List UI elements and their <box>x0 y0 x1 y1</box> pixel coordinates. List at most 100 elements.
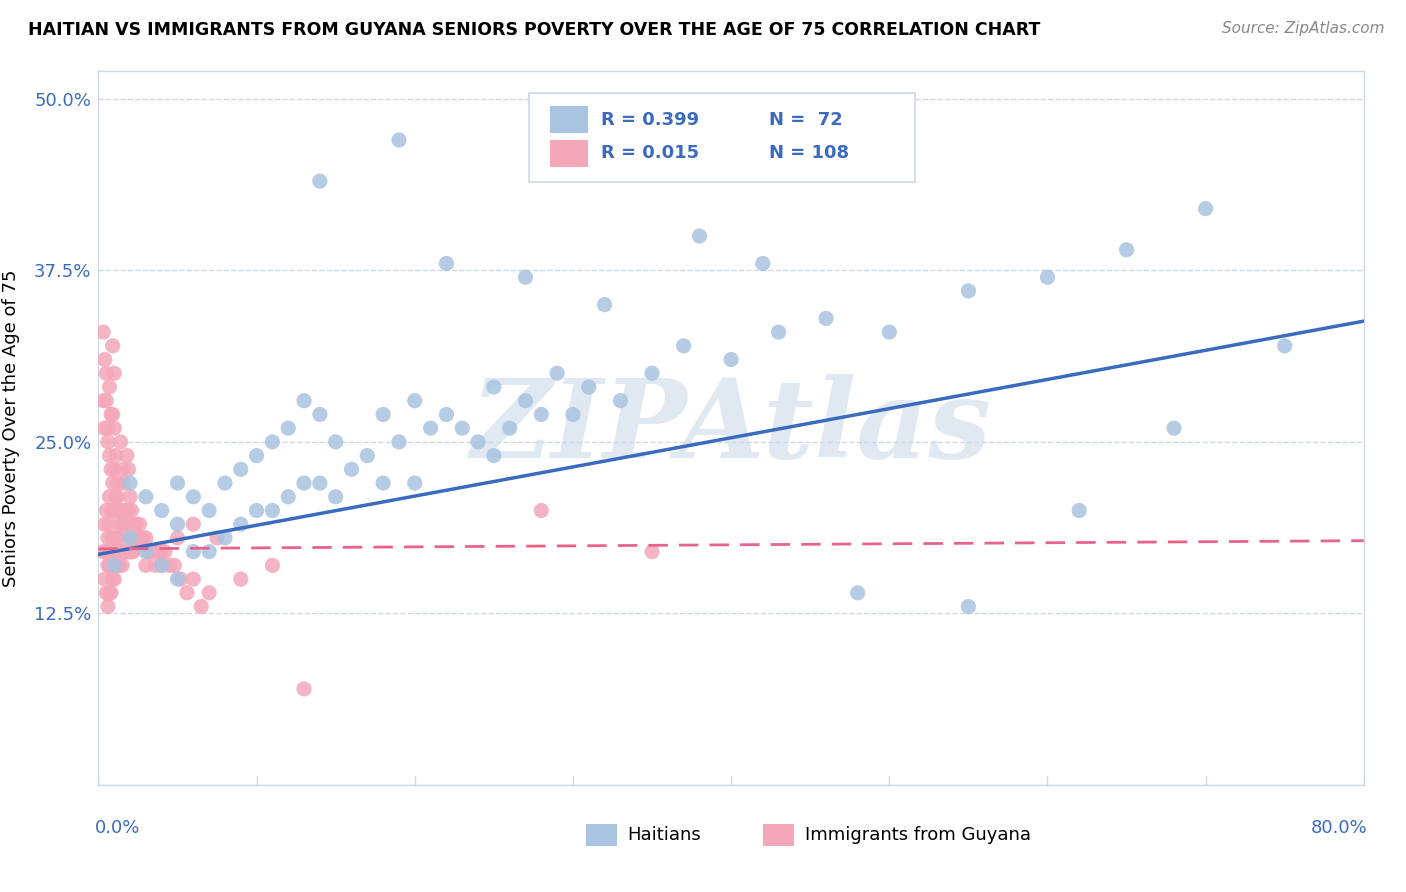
Point <box>530 503 553 517</box>
Point <box>145 558 166 573</box>
Point <box>371 476 394 491</box>
Point <box>98 558 121 573</box>
Point <box>98 380 121 394</box>
Point <box>97 558 120 573</box>
Point <box>107 558 129 573</box>
Point <box>546 366 568 380</box>
Point <box>356 449 378 463</box>
Point <box>104 558 127 573</box>
Text: N = 108: N = 108 <box>769 145 849 162</box>
Point <box>110 544 132 558</box>
Text: N =  72: N = 72 <box>769 111 842 128</box>
Point <box>1036 270 1059 285</box>
Point <box>107 531 129 545</box>
Point <box>957 284 980 298</box>
Point <box>163 558 186 573</box>
Point <box>103 558 125 573</box>
Point <box>183 544 205 558</box>
FancyBboxPatch shape <box>762 824 794 846</box>
Point <box>150 558 173 573</box>
Point <box>100 586 122 600</box>
Point <box>98 586 121 600</box>
Point <box>515 393 537 408</box>
Text: R = 0.399: R = 0.399 <box>600 111 699 128</box>
Point <box>277 490 299 504</box>
Point <box>115 449 138 463</box>
Point <box>292 681 315 696</box>
Y-axis label: Seniors Poverty Over the Age of 75: Seniors Poverty Over the Age of 75 <box>3 269 20 587</box>
Point <box>768 325 790 339</box>
Point <box>325 434 347 449</box>
Point <box>246 449 269 463</box>
Point <box>169 572 191 586</box>
Point <box>93 352 117 367</box>
Point <box>198 586 221 600</box>
Point <box>436 256 458 270</box>
Point <box>120 517 141 532</box>
Point <box>103 462 125 476</box>
Point <box>127 531 149 545</box>
Point <box>515 270 537 285</box>
Point <box>97 531 120 545</box>
Point <box>112 544 135 558</box>
Point <box>117 462 139 476</box>
Point <box>198 503 221 517</box>
FancyBboxPatch shape <box>585 824 617 846</box>
Point <box>104 449 127 463</box>
Point <box>309 174 332 188</box>
Point <box>1067 503 1090 517</box>
Point <box>111 503 134 517</box>
Text: 0.0%: 0.0% <box>94 819 141 838</box>
Point <box>1274 339 1296 353</box>
Point <box>641 366 664 380</box>
Point <box>751 256 773 270</box>
Point <box>122 531 145 545</box>
Point <box>111 558 134 573</box>
Point <box>578 380 600 394</box>
Point <box>96 586 118 600</box>
Point <box>110 434 132 449</box>
Point <box>120 476 141 491</box>
Point <box>153 544 176 558</box>
Point <box>101 476 124 491</box>
Point <box>609 393 631 408</box>
Point <box>641 544 664 558</box>
FancyBboxPatch shape <box>550 140 588 167</box>
Point <box>720 352 742 367</box>
Point <box>498 421 520 435</box>
FancyBboxPatch shape <box>529 93 914 182</box>
Point <box>138 544 160 558</box>
Point <box>325 490 347 504</box>
Point <box>121 503 143 517</box>
Point <box>846 586 869 600</box>
Point <box>110 503 132 517</box>
Point <box>159 558 181 573</box>
Point <box>101 572 124 586</box>
Point <box>96 544 118 558</box>
Point <box>108 503 131 517</box>
Point <box>262 558 284 573</box>
Point <box>672 339 695 353</box>
Point <box>103 421 125 435</box>
Point <box>198 544 221 558</box>
Point <box>111 462 134 476</box>
Point <box>128 517 150 532</box>
Point <box>309 408 332 422</box>
Point <box>120 544 141 558</box>
Point <box>115 544 138 558</box>
Point <box>1115 243 1137 257</box>
Point <box>482 380 505 394</box>
Point <box>97 421 120 435</box>
Point <box>97 599 120 614</box>
Point <box>103 544 125 558</box>
Point <box>114 503 136 517</box>
Point <box>530 408 553 422</box>
Point <box>436 408 458 422</box>
Point <box>121 517 143 532</box>
Point <box>404 476 426 491</box>
Point <box>292 476 315 491</box>
Point <box>129 531 152 545</box>
FancyBboxPatch shape <box>550 106 588 134</box>
Point <box>262 503 284 517</box>
Point <box>104 490 127 504</box>
